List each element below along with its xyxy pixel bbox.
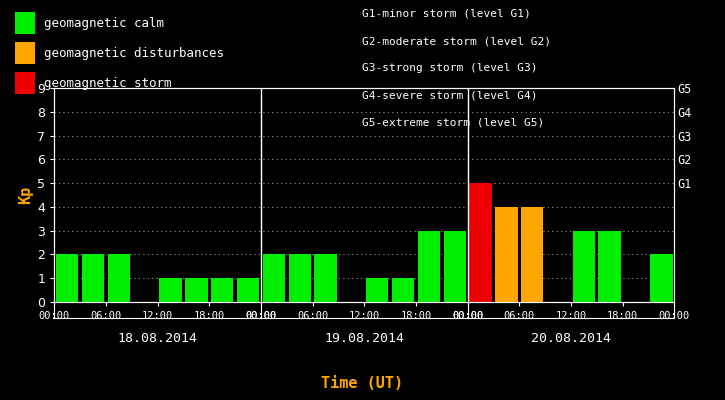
Text: Time (UT): Time (UT) [321, 376, 404, 392]
Bar [676, 254, 698, 302]
Bar [650, 254, 673, 302]
Bar [289, 254, 311, 302]
Bar [262, 254, 285, 302]
Text: geomagnetic storm: geomagnetic storm [44, 76, 171, 90]
Bar [444, 231, 466, 302]
Bar [108, 254, 130, 302]
Text: G1-minor storm (level G1): G1-minor storm (level G1) [362, 9, 531, 19]
Bar [160, 278, 182, 302]
Bar [392, 278, 414, 302]
Bar [82, 254, 104, 302]
Text: 19.08.2014: 19.08.2014 [324, 332, 405, 344]
Bar [366, 278, 389, 302]
Bar [469, 231, 492, 302]
Bar [702, 254, 724, 302]
Y-axis label: Kp: Kp [18, 186, 33, 204]
Bar [573, 231, 595, 302]
Text: geomagnetic calm: geomagnetic calm [44, 16, 164, 30]
Bar [211, 278, 233, 302]
Text: G5-extreme storm (level G5): G5-extreme storm (level G5) [362, 118, 544, 128]
Bar [495, 207, 518, 302]
Bar [469, 183, 492, 302]
Text: G3-strong storm (level G3): G3-strong storm (level G3) [362, 64, 538, 74]
Text: G2-moderate storm (level G2): G2-moderate storm (level G2) [362, 36, 552, 46]
Bar [599, 231, 621, 302]
Bar [237, 278, 260, 302]
Bar [521, 207, 543, 302]
Bar [56, 254, 78, 302]
Text: G4-severe storm (level G4): G4-severe storm (level G4) [362, 91, 538, 101]
Bar [315, 254, 336, 302]
Bar [262, 254, 285, 302]
Bar [418, 231, 440, 302]
Text: geomagnetic disturbances: geomagnetic disturbances [44, 46, 223, 60]
Bar [185, 278, 207, 302]
Text: 20.08.2014: 20.08.2014 [531, 332, 611, 344]
Text: 18.08.2014: 18.08.2014 [117, 332, 198, 344]
